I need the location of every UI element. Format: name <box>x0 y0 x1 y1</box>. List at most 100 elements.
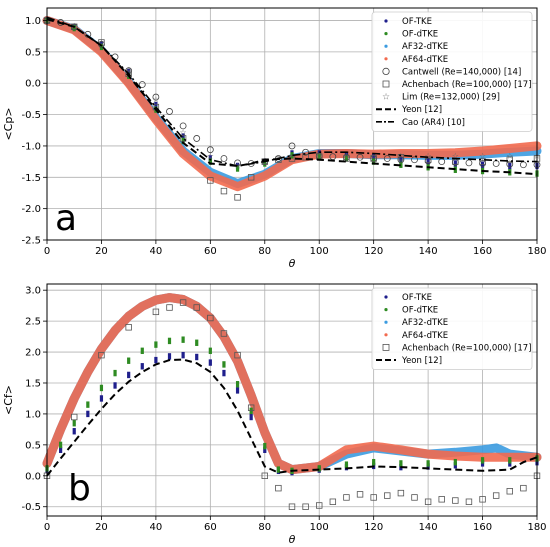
y-tick-label-0.5: 0.5 <box>25 440 41 451</box>
series-achenbach-re-100-000-17-1-point-14 <box>288 503 296 510</box>
series-of-dtke-1-point-5 <box>113 369 117 377</box>
x-tick-label-0: 0 <box>44 522 50 533</box>
series-of-dtke-1-point-17 <box>276 466 280 473</box>
legend-entry-af64-dtke-0-handle <box>384 57 388 61</box>
x-tick-label-160: 160 <box>473 246 492 257</box>
x-tick-label-40: 40 <box>150 522 163 533</box>
series-achenbach-re-100-000-17-0-point-9 <box>247 174 255 181</box>
series-af64-dtke-0 <box>42 16 542 192</box>
series-of-dtke-1-point-22 <box>399 460 403 467</box>
y-tick-label--0.5: -0.5 <box>21 110 41 121</box>
series-of-tke-0-point-11 <box>344 151 349 158</box>
series-of-tke-0-point-4 <box>154 101 158 109</box>
series-achenbach-re-100-000-17-1-point-8 <box>207 314 214 322</box>
series-of-dtke-0-point-8 <box>263 160 267 167</box>
series-of-tke-1-point-13 <box>222 369 226 377</box>
series-achenbach-re-100-000-17-0-point-21 <box>506 156 513 163</box>
series-of-tke-0-point-14 <box>426 158 430 165</box>
series-of-dtke-1-point-16 <box>263 442 267 450</box>
series-achenbach-re-100-000-17-1 <box>43 299 541 510</box>
series-of-dtke-1-point-6 <box>127 357 131 364</box>
series-lim-re-132-000-29-0-point-11: ☆ <box>343 151 350 160</box>
series-of-dtke-1-point-23 <box>426 460 430 467</box>
series-of-tke-0-point-3 <box>127 68 131 76</box>
series-of-tke-1-point-1 <box>59 446 63 454</box>
series-of-tke-1-point-10 <box>181 351 185 359</box>
x-tick-label-120: 120 <box>364 246 383 257</box>
x-tick-label-140: 140 <box>419 522 438 533</box>
series-cantwell-re-140-000-14-0-point-34 <box>506 160 514 168</box>
legend-entry-yeon-12-0: Yeon [12] <box>401 105 442 115</box>
series-achenbach-re-100-000-17-1-point-11 <box>247 404 255 411</box>
series-achenbach-re-100-000-17-1-point-9 <box>220 330 228 337</box>
series-cantwell-re-140-000-14-0-point-31 <box>465 159 473 167</box>
series-of-tke-0-point-15 <box>453 160 457 167</box>
series-achenbach-re-100-000-17-1-point-13 <box>275 484 282 492</box>
series-of-dtke-0-point-7 <box>235 165 240 172</box>
legend-entry-of-dtke-0-handle <box>384 31 388 36</box>
y-ticks-a: 1.0 0.5 0.0 -0.5 -1.0 -1.5 -2.0 -2.5 <box>21 16 47 247</box>
series-cantwell-re-140-000-14-0-point-25 <box>383 155 391 162</box>
y-tick-label--1.5: -1.5 <box>21 173 41 184</box>
legend-b: OF-TKE OF-dTKE AF32-dTKE AF64-dTKE Achenbach… <box>371 287 533 370</box>
series-of-dtke-1-point-21 <box>372 458 376 466</box>
series-achenbach-re-100-000-17-0-point-5 <box>179 135 187 142</box>
series-achenbach-re-100-000-17-0-point-7 <box>220 187 228 195</box>
legend-entry-af64-dtke-1: AF64-dTKE <box>402 331 448 341</box>
series-of-dtke-1-point-14 <box>235 381 240 388</box>
series-achenbach-re-100-000-17-0-point-20 <box>479 158 486 165</box>
x-tick-label-100: 100 <box>310 246 329 257</box>
series-of-dtke-1-point-3 <box>86 401 90 408</box>
series-cantwell-re-140-000-14-0-point-21 <box>329 153 337 161</box>
legend-entry-af32-dtke-1: AF32-dTKE <box>402 318 448 328</box>
x-tick-label-60: 60 <box>204 246 217 257</box>
y-tick-label-3: 3.0 <box>25 286 41 297</box>
series-cantwell-re-140-000-14-0-point-14 <box>234 159 241 167</box>
series-achenbach-re-100-000-17-1-point-5 <box>166 304 173 311</box>
y-tick-label--1: -1.0 <box>21 141 41 152</box>
x-tick-label-160: 160 <box>473 522 492 533</box>
panel-label-b: b <box>68 468 91 509</box>
series-of-tke-1-point-16 <box>263 446 267 454</box>
x-tick-label-100: 100 <box>310 522 329 533</box>
series-cao-ar4-10-0-line <box>46 16 538 167</box>
series-of-dtke-0-point-6 <box>208 158 212 165</box>
x-tick-label-0: 0 <box>44 246 50 257</box>
series-achenbach-re-100-000-17-1-point-25 <box>438 496 445 503</box>
series-of-dtke-1-point-9 <box>167 337 172 345</box>
series-achenbach-re-100-000-17-0-point-18 <box>424 156 432 163</box>
series-of-tke-1-point-11 <box>195 353 199 361</box>
x-tick-label-20: 20 <box>95 246 108 257</box>
series-lim-re-132-000-29-0-point-16: ☆ <box>479 151 486 160</box>
series-of-tke-1-point-2 <box>72 428 76 435</box>
legend-entry-achenbach-re-100-000-17-0: Achenbach (Re=100,000) [17] <box>402 80 532 90</box>
series-achenbach-re-100-000-17-1-point-15 <box>302 503 309 510</box>
series-achenbach-re-100-000-17-1-point-17 <box>329 498 337 505</box>
series-cantwell-re-140-000-14-0-point-7 <box>138 81 146 88</box>
y-tick-label-1: 1.0 <box>25 409 41 420</box>
series-achenbach-re-100-000-17-1-point-7 <box>193 304 200 311</box>
series-of-dtke-0-point-13 <box>399 161 403 168</box>
series-achenbach-re-100-000-17-1-point-22 <box>397 489 405 497</box>
panel-label-a: a <box>55 198 77 239</box>
series-achenbach-re-100-000-17-1-point-3 <box>125 324 132 331</box>
series-achenbach-re-100-000-17-0-point-15 <box>343 155 350 162</box>
series-lim-re-132-000-29-0-point-14: ☆ <box>425 151 432 160</box>
x-tick-label-60: 60 <box>204 522 217 533</box>
series-of-tke-1-point-14 <box>235 387 240 394</box>
series-achenbach-re-100-000-17-1-point-26 <box>452 497 459 504</box>
series-of-dtke-1-point-20 <box>344 461 349 468</box>
series-achenbach-re-100-000-17-0-point-17 <box>397 154 405 161</box>
series-of-dtke-1-point-4 <box>99 384 104 392</box>
y-tick-label-1: 1.0 <box>25 16 41 27</box>
legend-entry-af64-dtke-1-handle <box>384 333 388 337</box>
x-tick-label-20: 20 <box>95 522 108 533</box>
series-of-dtke-0-point-11 <box>344 155 349 162</box>
panel-a: ☆☆☆☆☆☆☆☆ ☆ ☆ ☆ ☆ ☆ ☆ ☆ ☆ ☆ ☆ ☆ 0 20 40 60 80 100 120 140 16… <box>2 7 547 270</box>
series-of-dtke-0-point-10 <box>317 152 321 160</box>
y-tick-label-0: 0.0 <box>25 471 41 482</box>
series-of-tke-1-point-12 <box>208 359 212 366</box>
series-of-dtke-1-point-2 <box>72 420 76 427</box>
series-achenbach-re-100-000-17-1-point-10 <box>234 351 241 359</box>
